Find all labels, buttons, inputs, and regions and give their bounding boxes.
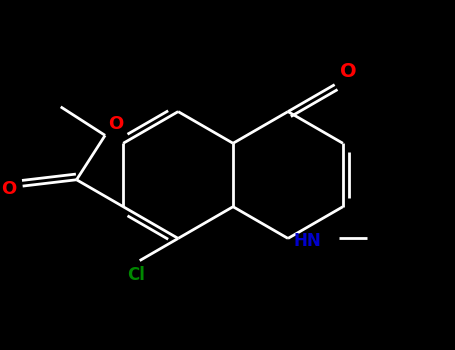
Text: O: O <box>1 180 16 198</box>
Text: HN: HN <box>293 232 321 250</box>
Text: Cl: Cl <box>127 266 146 284</box>
Text: O: O <box>108 115 123 133</box>
Text: O: O <box>340 62 356 81</box>
